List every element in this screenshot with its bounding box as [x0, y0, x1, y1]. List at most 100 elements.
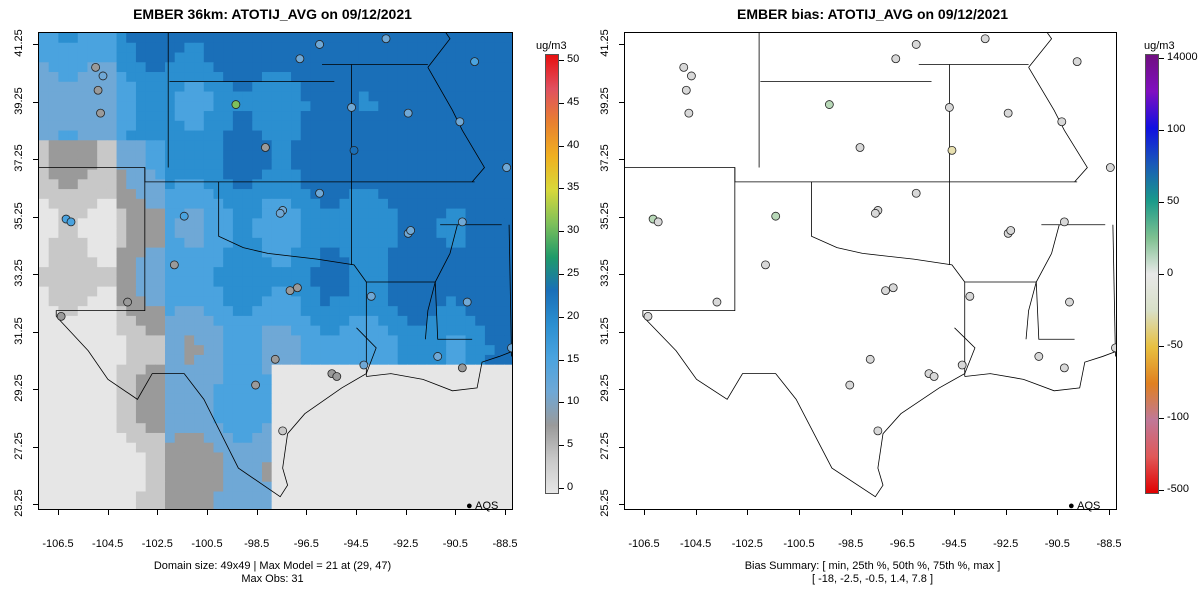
model-grid-cell	[116, 52, 127, 63]
model-grid-cell	[494, 257, 505, 268]
model-grid-cell	[281, 179, 292, 190]
model-grid-cell	[446, 491, 457, 502]
model-grid-cell	[223, 267, 234, 278]
model-grid-cell	[232, 413, 244, 424]
model-grid-cell	[213, 140, 224, 151]
model-grid-cell	[135, 257, 147, 268]
model-grid-cell	[300, 52, 311, 63]
model-grid-cell	[223, 179, 234, 190]
model-grid-cell	[417, 101, 428, 112]
model-grid-cell	[48, 296, 59, 307]
model-grid-cell	[271, 393, 282, 405]
model-grid-cell	[271, 374, 282, 385]
model-grid-cell	[320, 52, 331, 63]
model-grid-cell	[155, 442, 166, 453]
model-grid-cell	[242, 491, 253, 502]
model-grid-cell	[135, 374, 147, 385]
model-grid-cell	[232, 345, 244, 356]
aqs-station-marker	[366, 291, 376, 301]
model-grid-cell	[145, 179, 156, 190]
model-grid-cell	[281, 267, 292, 278]
model-grid-cell	[271, 432, 282, 444]
model-grid-cell	[455, 325, 467, 336]
model-grid-cell	[68, 491, 79, 502]
aqs-station-marker	[891, 54, 901, 64]
colorbar-tick-mark	[559, 488, 564, 489]
model-grid-cell	[116, 354, 127, 366]
model-grid-cell	[184, 501, 195, 509]
model-grid-cell	[455, 306, 467, 317]
model-grid-cell	[184, 296, 195, 307]
aqs-station-marker	[455, 117, 465, 127]
model-grid-cell	[397, 208, 408, 219]
model-grid-cell	[349, 471, 360, 483]
model-grid-cell	[116, 315, 127, 327]
model-grid-cell	[261, 364, 273, 375]
model-grid-cell	[368, 62, 379, 73]
model-grid-cell	[87, 72, 98, 83]
model-grid-cell	[426, 237, 437, 249]
y-tick-label: 31.25	[13, 316, 25, 345]
model-grid-cell	[349, 218, 360, 229]
model-grid-cell	[368, 325, 379, 336]
model-grid-cell	[116, 169, 127, 180]
model-grid-cell	[465, 267, 476, 278]
model-grid-cell	[436, 452, 447, 463]
model-grid-cell	[252, 491, 263, 502]
model-grid-cell	[252, 111, 263, 122]
model-grid-cell	[252, 374, 263, 385]
model-grid-cell	[407, 345, 418, 356]
model-grid-cell	[300, 286, 311, 297]
model-grid-cell	[116, 335, 127, 346]
model-grid-cell	[232, 228, 244, 239]
model-grid-cell	[378, 325, 389, 336]
model-grid-cell	[97, 364, 108, 375]
model-grid-cell	[261, 296, 273, 307]
model-grid-cell	[320, 501, 331, 509]
model-grid-cell	[339, 247, 350, 258]
model-grid-cell	[397, 228, 408, 239]
model-grid-cell	[135, 325, 147, 336]
model-grid-cell	[465, 72, 476, 83]
aqs-station-marker	[681, 85, 691, 95]
model-grid-cell	[242, 257, 253, 268]
model-grid-cell	[407, 393, 418, 405]
model-grid-cell	[475, 247, 486, 258]
model-grid-cell	[358, 228, 370, 239]
model-map-canvas	[39, 33, 512, 509]
model-grid-cell	[407, 140, 418, 151]
model-grid-cell	[106, 120, 118, 132]
model-grid-cell	[446, 257, 457, 268]
model-grid-cell	[320, 91, 331, 102]
model-grid-cell	[155, 403, 166, 414]
model-grid-cell	[417, 393, 428, 405]
model-grid-cell	[213, 432, 224, 444]
aqs-station-marker	[470, 57, 480, 67]
model-grid-cell	[329, 52, 341, 63]
model-grid-cell	[465, 345, 476, 356]
model-grid-cell	[203, 501, 214, 509]
model-grid-cell	[106, 33, 118, 44]
model-grid-cell	[494, 432, 505, 444]
model-grid-cell	[484, 91, 496, 102]
model-grid-cell	[407, 179, 418, 190]
model-grid-cell	[58, 72, 69, 83]
model-grid-cell	[378, 237, 389, 249]
model-grid-cell	[339, 81, 350, 93]
model-grid-cell	[58, 423, 69, 434]
model-grid-cell	[165, 198, 176, 210]
model-grid-cell	[58, 267, 69, 278]
model-grid-cell	[378, 42, 389, 54]
model-grid-cell	[165, 130, 176, 141]
colorbar	[1145, 54, 1159, 494]
model-grid-cell	[77, 286, 88, 297]
model-grid-cell	[116, 198, 127, 210]
model-grid-cell	[48, 276, 59, 288]
model-grid-cell	[174, 33, 185, 44]
model-grid-cell	[475, 267, 486, 278]
model-grid-cell	[300, 306, 311, 317]
model-grid-cell	[165, 354, 176, 366]
model-grid-cell	[417, 169, 428, 180]
aqs-station-marker	[179, 211, 189, 221]
model-grid-cell	[320, 159, 331, 171]
